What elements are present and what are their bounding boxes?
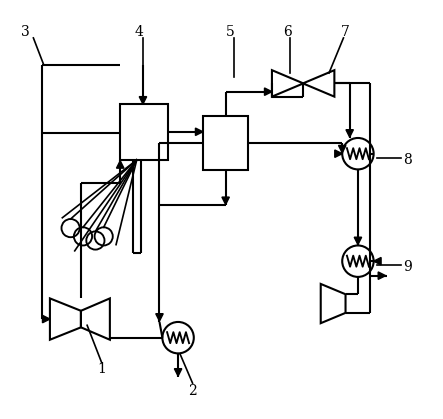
- Polygon shape: [354, 237, 361, 245]
- Polygon shape: [222, 197, 229, 204]
- Bar: [203, 116, 249, 170]
- Bar: [120, 104, 168, 160]
- Text: 5: 5: [225, 25, 234, 39]
- Polygon shape: [117, 161, 124, 168]
- Polygon shape: [43, 316, 50, 323]
- Text: 6: 6: [283, 25, 292, 39]
- Polygon shape: [195, 128, 203, 135]
- Text: 8: 8: [403, 153, 412, 167]
- Text: 4: 4: [134, 25, 143, 39]
- Text: 9: 9: [403, 260, 412, 274]
- Polygon shape: [175, 369, 182, 376]
- Polygon shape: [139, 97, 147, 104]
- Polygon shape: [156, 314, 163, 321]
- Text: 1: 1: [97, 362, 106, 376]
- Text: 2: 2: [188, 384, 197, 398]
- Text: 7: 7: [341, 25, 350, 39]
- Polygon shape: [373, 257, 381, 265]
- Polygon shape: [378, 272, 386, 279]
- Polygon shape: [338, 145, 346, 153]
- Polygon shape: [346, 130, 354, 137]
- Text: 3: 3: [21, 25, 30, 39]
- Polygon shape: [335, 150, 342, 158]
- Polygon shape: [264, 88, 272, 96]
